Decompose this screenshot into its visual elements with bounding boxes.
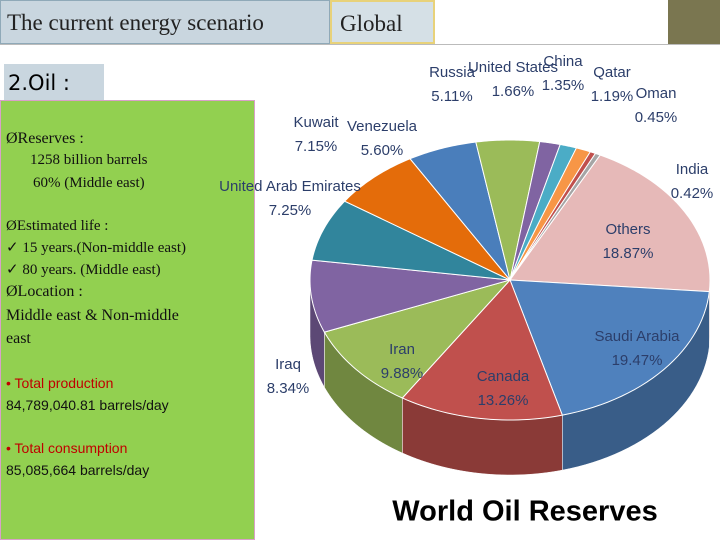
slice-label: Others [605,221,650,238]
slice-label: Kuwait [293,114,339,131]
chart-title: World Oil Reserves [392,496,657,528]
note: 60% (Middle east) [33,175,145,191]
notes-panel [0,100,255,540]
note: ØLocation : [6,283,83,300]
header-tab: Global [330,0,435,44]
slice-value-label: 18.87% [603,245,654,262]
slice [343,158,511,281]
note: ✓ 80 years. (Middle east) [6,262,161,278]
slice-label: China [543,53,583,70]
slice-label: Oman [636,85,677,102]
header-rule [0,44,720,45]
header-title: The current energy scenario [0,0,330,44]
note: 85,085,664 barrels/day [6,462,150,478]
slice [323,279,512,399]
slice-label: Venezuela [347,118,418,135]
slice [409,141,511,281]
slice [401,279,564,421]
note: Middle east & Non-middle [6,307,179,324]
slice-value-label: 1.35% [542,77,585,94]
slice-label: Russia [429,64,476,81]
note: 84,789,040.81 barrels/day [6,397,169,413]
slice [475,139,541,281]
note: ØEstimated life : [6,218,109,234]
slice [509,279,710,416]
note: ✓ 15 years.(Non-middle east) [6,240,187,256]
slice-value-label: 7.15% [295,138,338,155]
slice [509,147,592,281]
slice-label: Iran [389,341,415,358]
slice-label: Canada [477,368,530,385]
slice-value-label: 7.25% [269,202,312,219]
slice-value-label: 9.88% [381,365,424,382]
slice-value-label: 0.45% [635,109,678,126]
corner-block [668,0,720,44]
section-label: 2.Oil : [4,64,104,100]
note: ØReserves : [6,130,84,147]
slice-value-label: 19.47% [612,352,663,369]
note: east [6,330,31,347]
slice-value-label: 13.26% [478,392,529,409]
note: • Total consumption [6,440,128,456]
slice-label: United States [468,59,558,76]
slice-label: Saudi Arabia [594,328,680,345]
slice-value-label: 5.60% [361,142,404,159]
slice-label: India [676,161,709,178]
slice-value-label: 0.42% [671,185,714,202]
slice-label: United Arab Emirates [219,178,361,195]
slice [509,154,711,293]
note: • Total production [6,375,114,391]
slice [309,259,511,333]
note: 1258 billion barrels [30,152,148,168]
slice-value-label: 1.66% [492,83,535,100]
slice [311,200,511,281]
slice-label: Qatar [593,64,631,81]
slice-label: Iraq [275,356,301,373]
slice-value-label: 8.34% [267,380,310,397]
slice-value-label: 1.19% [591,88,634,105]
slice-value-label: 5.11% [431,88,472,105]
